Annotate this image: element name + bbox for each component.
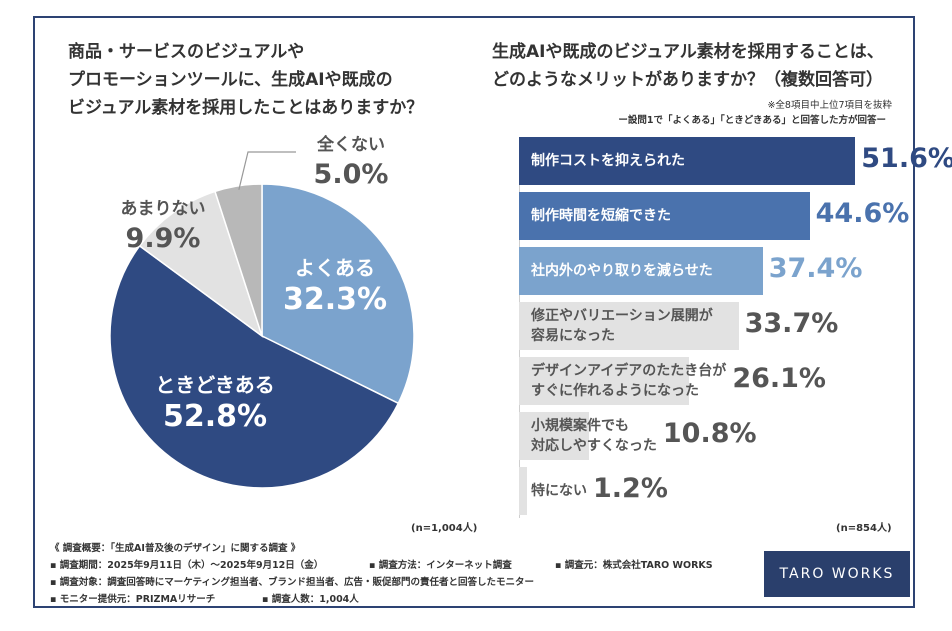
- pie-label-name: 全くない: [317, 135, 385, 155]
- pie-label-name: あまりない: [120, 199, 206, 219]
- left-sample-size: (n=1,004人): [411, 523, 478, 534]
- pie-label-value: 52.8%: [162, 399, 268, 434]
- right-note-condition: ー設問1で「よくある」「ときどきある」と回答した方が回答ー: [618, 115, 886, 126]
- bar-value: 26.1%: [732, 363, 826, 394]
- bar-label-line: 社内外のやり取りを減らせた: [531, 263, 713, 279]
- pie-label: ときどきある 52.8%: [130, 371, 300, 435]
- bar-label: 制作時間を短縮できた: [531, 206, 671, 226]
- bar-row: 小規模案件でも対応しやすくなった: [519, 412, 910, 460]
- right-question: 生成AIや既成のビジュアル素材を採用することは、 どのようなメリットがありますか…: [492, 38, 884, 94]
- pie-slice-sometimes: [109, 244, 400, 489]
- bar: [519, 247, 763, 295]
- bar: [519, 302, 739, 350]
- footer-source: ▪ 調査元：株式会社TARO WORKS: [555, 560, 713, 571]
- pie-slice-rarely: [138, 190, 264, 338]
- bar-label-line: 容易になった: [531, 328, 615, 344]
- bar-value: 51.6%: [861, 143, 952, 174]
- footer-period: ▪ 調査期間：2025年9月11日（木）～2025年9月12日（金）: [50, 560, 324, 571]
- footer-title: 《 調査概要：「生成AI普及後のデザイン」に関する調査 》: [50, 543, 301, 554]
- bar-row: 制作時間を短縮できた: [519, 192, 910, 240]
- bar-row: 制作コストを抑えられた: [519, 137, 910, 185]
- bar-value: 1.2%: [593, 473, 668, 504]
- bar: [519, 137, 856, 185]
- pie-slice-never: [214, 183, 263, 337]
- footer-count: ▪ 調査人数：1,004人: [262, 594, 359, 605]
- pie-label-value: 9.9%: [125, 223, 201, 254]
- bar-value: 33.7%: [744, 308, 839, 339]
- pie-label: よくある 32.3%: [255, 254, 415, 318]
- brand-logo: TARO WORKS: [764, 551, 910, 597]
- bar-row: 修正やバリエーション展開が 容易になった: [519, 302, 910, 350]
- left-question-line: プロモーションツールに、生成AIや既成の: [68, 70, 393, 90]
- footer-target: ▪ 調査対象：調査回答時にマーケティング担当者、ブランド担当者、広告・販促部門の…: [50, 577, 534, 588]
- pie-label-name: よくある: [295, 256, 375, 280]
- left-question-line: ビジュアル素材を採用したことはありますか？: [68, 98, 424, 118]
- bar: [519, 192, 810, 240]
- bar-label: 特にない: [531, 481, 587, 501]
- pie-label: あまりない 9.9%: [103, 197, 223, 255]
- bar-value: 44.6%: [815, 198, 910, 229]
- footer-provider: ▪ モニター提供元：PRIZMAリサーチ: [50, 594, 216, 605]
- bar: [519, 412, 590, 460]
- pie-slice-often: [261, 183, 415, 405]
- bar: [519, 467, 527, 515]
- bar: [519, 357, 690, 405]
- bar-value: 10.8%: [662, 418, 757, 449]
- pie-label-value: 32.3%: [282, 282, 388, 317]
- bar-label: 社内外のやり取りを減らせた: [531, 261, 713, 281]
- pie-label-name: ときどきある: [155, 373, 275, 397]
- bar-label-line: 制作コストを抑えられた: [531, 153, 685, 169]
- bar-label: 制作コストを抑えられた: [531, 151, 685, 171]
- bar-label-line: デザインアイデアのたたき台が: [531, 363, 727, 379]
- bar-label: 小規模案件でも対応しやすくなった: [531, 416, 657, 456]
- right-question-line: 生成AIや既成のビジュアル素材を採用することは、: [492, 42, 884, 62]
- bar-label: デザインアイデアのたたき台が すぐに作れるようになった: [531, 361, 726, 401]
- bar-label-line: 修正やバリエーション展開が: [531, 308, 713, 324]
- bar-label-line: 対応しやすくなった: [531, 438, 657, 454]
- footer-method: ▪ 調査方法：インターネット調査: [369, 560, 512, 571]
- bar-label-line: 制作時間を短縮できた: [531, 208, 671, 224]
- bar-row: 社内外のやり取りを減らせた: [519, 247, 910, 295]
- bar-row: デザインアイデアのたたき台が すぐに作れるようになった: [519, 357, 910, 405]
- left-question: 商品・サービスのビジュアルや プロモーションツールに、生成AIや既成の ビジュア…: [68, 38, 423, 122]
- pie-label-value: 5.0%: [313, 159, 389, 190]
- right-note-subset: ※全8項目中上位7項目を抜粋: [767, 100, 892, 111]
- pie-label: 全くない 5.0%: [291, 133, 411, 191]
- bar-value: 37.4%: [768, 253, 863, 284]
- leader-line: [238, 151, 296, 190]
- bar-row: 特にない: [519, 467, 910, 515]
- right-question-line: どのようなメリットがありますか？（複数回答可）: [492, 70, 883, 90]
- bar-label-line: すぐに作れるようになった: [531, 383, 699, 399]
- bar-label-line: 小規模案件でも: [531, 418, 629, 434]
- right-sample-size: (n=854人): [836, 523, 892, 534]
- bar-label: 修正やバリエーション展開が 容易になった: [531, 306, 713, 346]
- left-question-line: 商品・サービスのビジュアルや: [68, 42, 305, 62]
- bar-label-line: 特にない: [531, 483, 587, 499]
